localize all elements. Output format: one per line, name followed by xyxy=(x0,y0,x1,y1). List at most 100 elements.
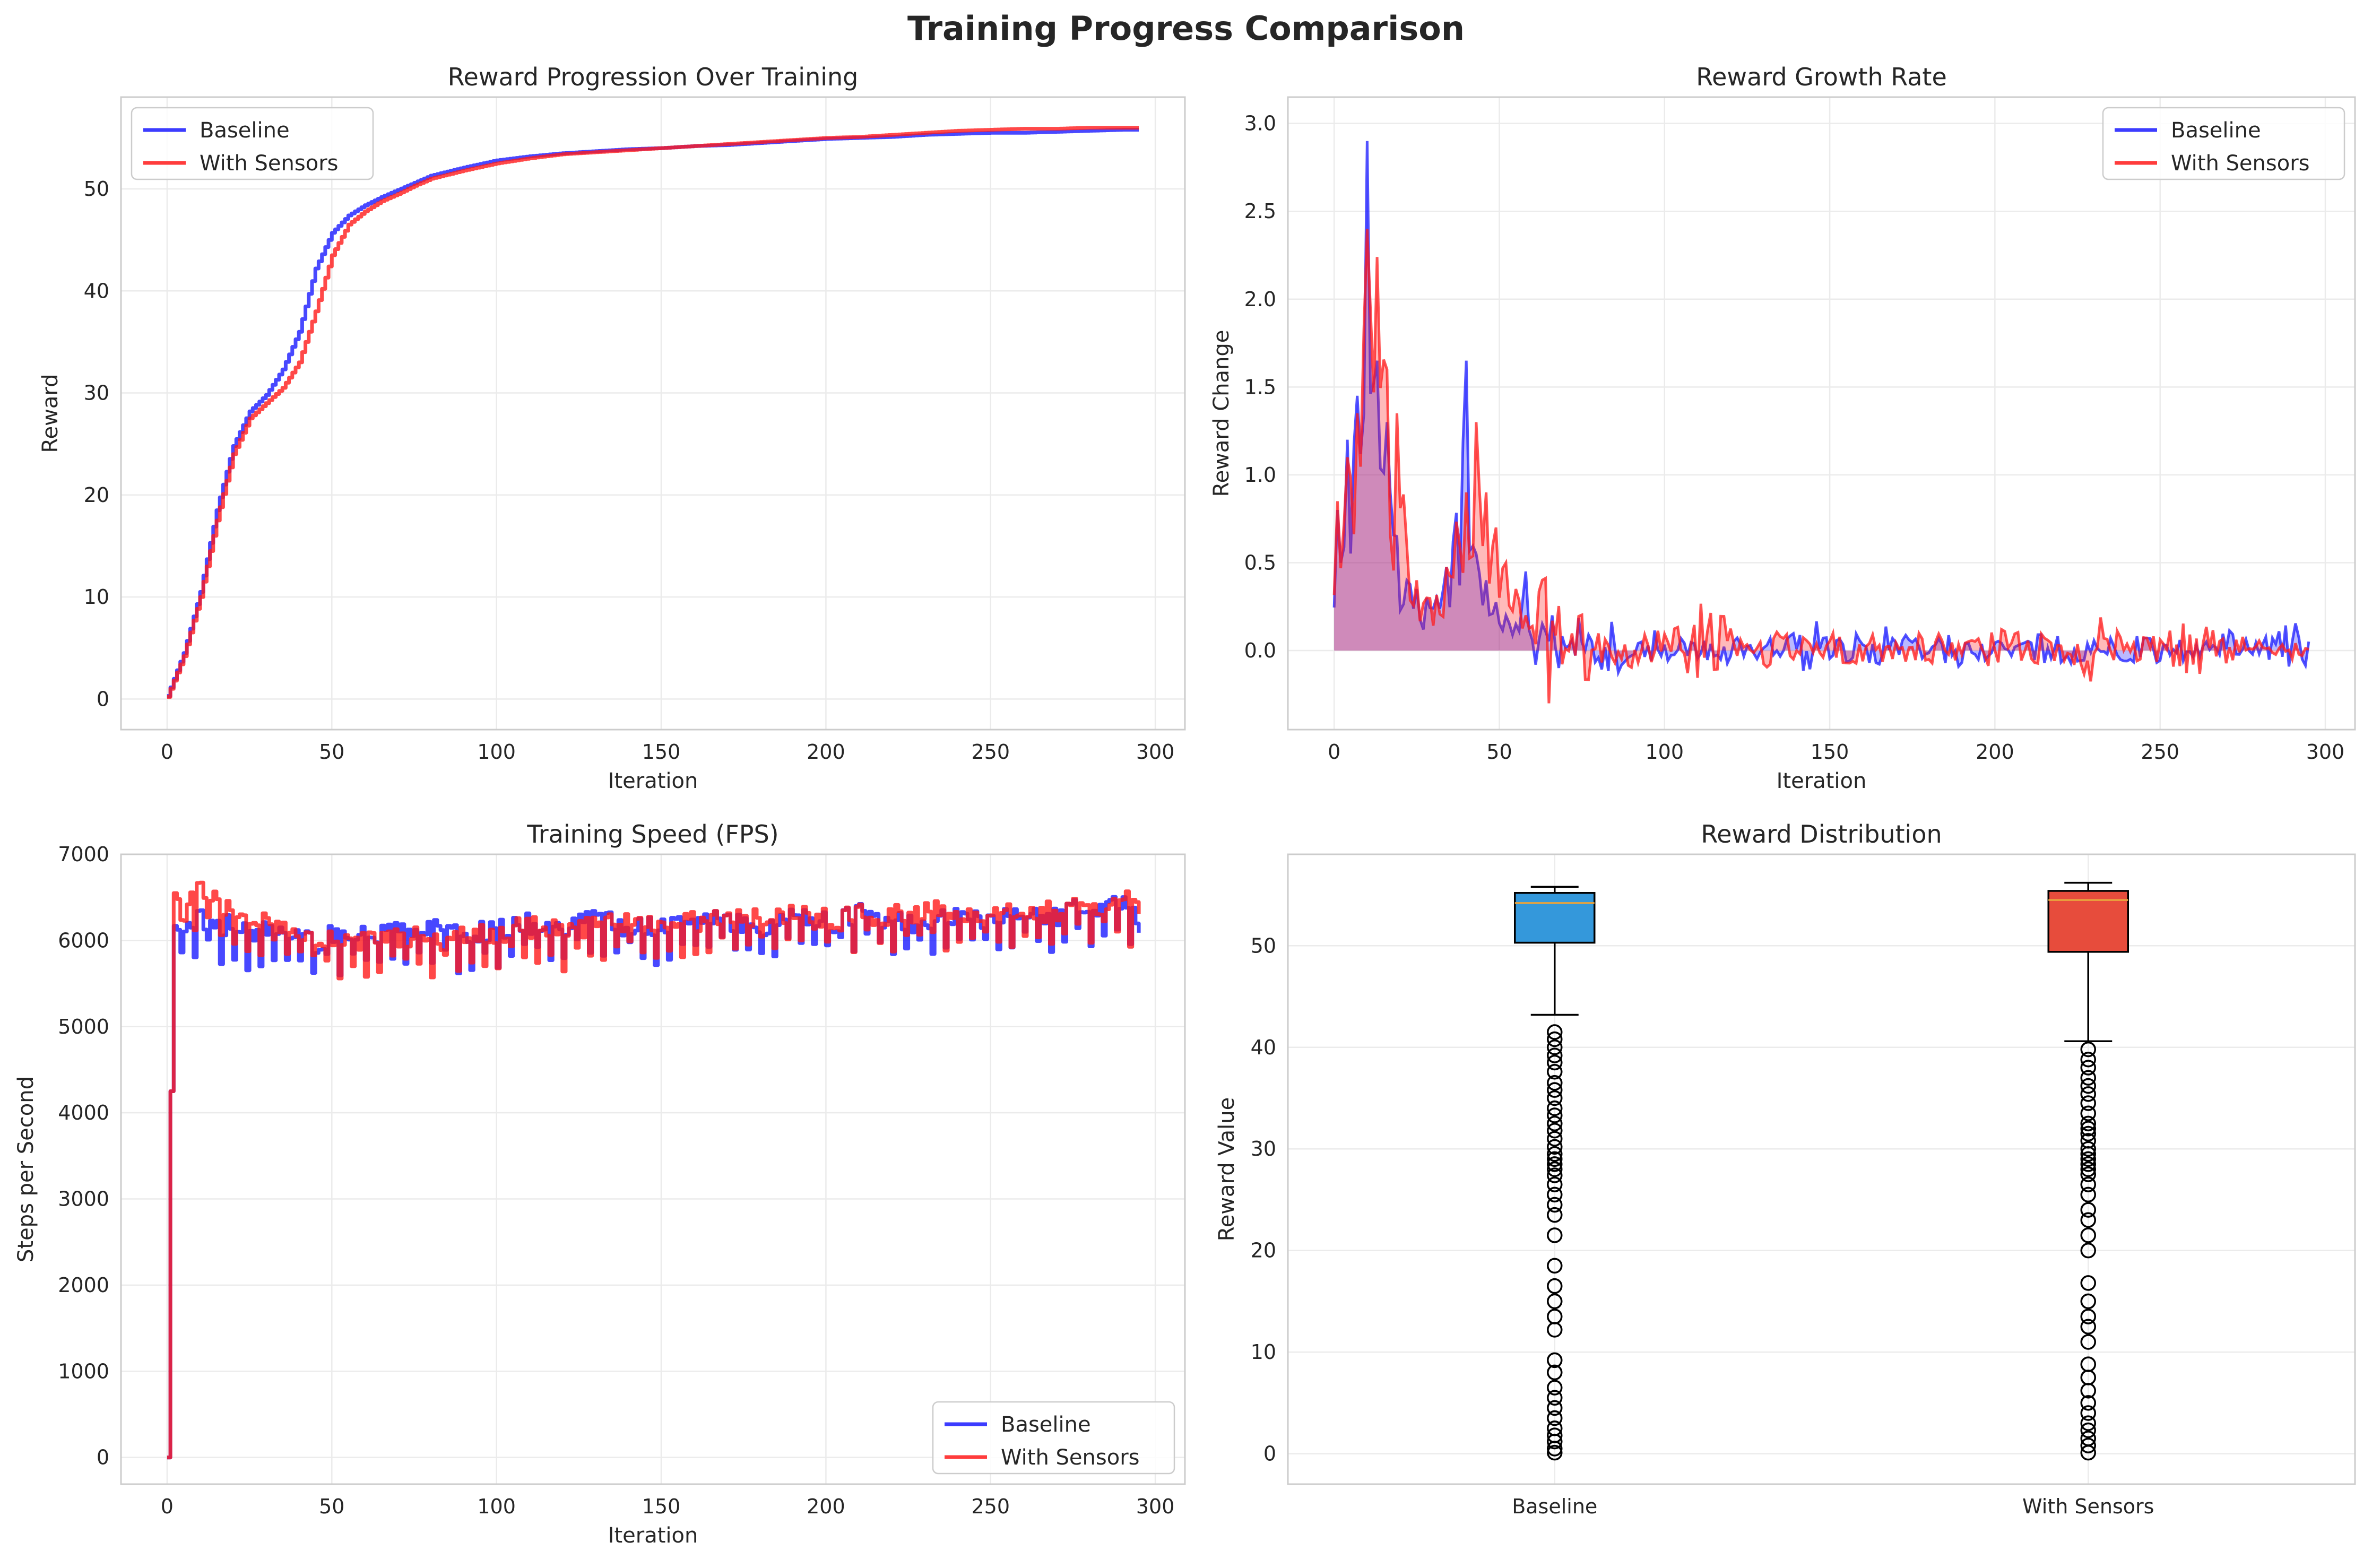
plot-marks xyxy=(1514,881,2129,1461)
grid xyxy=(121,97,1185,730)
outlier-point xyxy=(2080,1405,2096,1421)
legend-label: With Sensors xyxy=(2171,151,2309,176)
outlier-point xyxy=(1547,1444,1563,1461)
outlier-point xyxy=(1547,1047,1563,1063)
legend: Baseline With Sensors xyxy=(932,1401,1175,1475)
x-axis-label: Iteration xyxy=(608,1523,698,1548)
legend-label: Baseline xyxy=(1001,1413,1091,1437)
outlier-point xyxy=(1547,1115,1563,1132)
outlier-point xyxy=(1547,1364,1563,1381)
outlier-point xyxy=(1547,1322,1563,1338)
outlier-point xyxy=(1547,1075,1563,1091)
legend-label: With Sensors xyxy=(200,151,338,176)
x-tick-label: Baseline xyxy=(1512,1495,1597,1518)
axes-frame xyxy=(1287,96,2356,731)
outlier-point xyxy=(2080,1041,2096,1058)
box-body xyxy=(1514,892,1596,944)
outlier-point xyxy=(1547,1380,1563,1396)
y-tick-label: 0 xyxy=(97,687,109,711)
x-tick-label: 50 xyxy=(319,1495,344,1518)
x-tick-label: With Sensors xyxy=(2022,1495,2154,1518)
plot-marks xyxy=(167,880,1141,1460)
y-axis-label: Reward Value xyxy=(1215,1097,1239,1242)
y-tick-label: 50 xyxy=(84,177,109,201)
y-tick-label: 5000 xyxy=(58,1015,109,1038)
x-tick-label: 100 xyxy=(477,740,516,764)
x-tick-label: 150 xyxy=(1811,740,1849,764)
legend-label: With Sensors xyxy=(1001,1445,1139,1470)
box-body xyxy=(2047,890,2129,953)
y-tick-label: 1000 xyxy=(58,1359,109,1383)
x-tick-label: 0 xyxy=(161,1495,174,1518)
y-tick-label: 7000 xyxy=(58,843,109,866)
y-tick-label: 0 xyxy=(1263,1442,1276,1466)
y-tick-label: 10 xyxy=(84,585,109,609)
outlier-point xyxy=(2080,1319,2096,1335)
x-tick-label: 0 xyxy=(1328,740,1340,764)
chart-training_speed: 0 1000 2000 3000 4000 5000 6000 7000 0 50 100 150 20… xyxy=(14,820,1186,1548)
legend: Baseline With Sensors xyxy=(2102,107,2345,180)
outlier-point xyxy=(1547,1151,1563,1167)
y-tick-label: 3000 xyxy=(58,1188,109,1211)
chart-title: Reward Growth Rate xyxy=(1696,63,1947,91)
outlier-point xyxy=(2080,1151,2096,1167)
outlier-point xyxy=(2080,1309,2096,1324)
legend-label: Baseline xyxy=(200,118,290,143)
outlier-point xyxy=(2080,1141,2096,1157)
box-baseline xyxy=(1514,886,1596,1461)
y-tick-label: 0.5 xyxy=(1244,551,1276,574)
y-tick-label: 40 xyxy=(84,279,109,302)
y-tick-label: 40 xyxy=(1251,1036,1276,1059)
y-axis-label: Steps per Second xyxy=(14,1076,38,1262)
outlier-point xyxy=(2080,1202,2096,1218)
outlier-point xyxy=(2080,1176,2096,1192)
outlier-point xyxy=(1547,1131,1563,1147)
outlier-point xyxy=(1547,1090,1563,1106)
outlier-point xyxy=(2080,1212,2096,1228)
outlier-point xyxy=(2080,1444,2096,1461)
y-tick-label: 10 xyxy=(1251,1340,1276,1364)
x-tick-label: 250 xyxy=(971,740,1010,764)
y-tick-label: 20 xyxy=(1251,1239,1276,1262)
x-tick-label: 250 xyxy=(971,1495,1010,1518)
outlier-point xyxy=(1547,1258,1563,1274)
outlier-point xyxy=(1547,1207,1563,1223)
outlier-point xyxy=(1547,1031,1563,1047)
outlier-point xyxy=(1547,1100,1563,1116)
legend-label: Baseline xyxy=(2171,118,2261,143)
plot-marks xyxy=(1332,141,2310,704)
x-tick-label: 300 xyxy=(2306,740,2345,764)
box-sensors xyxy=(2047,881,2129,1461)
outlier-point xyxy=(1547,1039,1563,1055)
y-tick-label: 30 xyxy=(84,382,109,405)
outlier-point xyxy=(2080,1186,2096,1203)
outlier-point xyxy=(2080,1395,2096,1411)
outlier-point xyxy=(1547,1122,1563,1139)
y-axis-label: Reward xyxy=(38,374,63,453)
x-axis-label: Iteration xyxy=(608,769,698,793)
outlier-point xyxy=(2080,1105,2096,1121)
outlier-point xyxy=(1547,1441,1563,1457)
series-line-sensors xyxy=(167,880,1141,1460)
x-tick-label: 50 xyxy=(319,740,344,764)
outlier-point xyxy=(2080,1166,2096,1182)
x-tick-label: 300 xyxy=(1136,740,1175,764)
outlier-point xyxy=(1547,1146,1563,1162)
y-tick-label: 4000 xyxy=(58,1101,109,1124)
outlier-point xyxy=(1547,1156,1563,1172)
x-tick-label: 150 xyxy=(642,740,681,764)
outlier-point xyxy=(1547,1197,1563,1213)
outlier-point xyxy=(2080,1070,2096,1086)
figure-title: Training Progress Comparison xyxy=(907,9,1465,48)
series-line-sensors xyxy=(1332,229,2309,704)
outlier-point xyxy=(2080,1422,2096,1439)
chart-title: Reward Distribution xyxy=(1701,820,1942,848)
y-tick-label: 2000 xyxy=(58,1274,109,1297)
outlier-point xyxy=(1547,1433,1563,1450)
plot-marks xyxy=(167,126,1139,699)
outlier-point xyxy=(2080,1078,2096,1094)
x-tick-label: 200 xyxy=(807,1495,845,1518)
chart-reward_growth: 0.0 0.5 1.0 1.5 2.0 2.5 3.0 0 50 100 150 200 250 300 R… xyxy=(1209,63,2356,793)
x-tick-label: 0 xyxy=(161,740,174,764)
